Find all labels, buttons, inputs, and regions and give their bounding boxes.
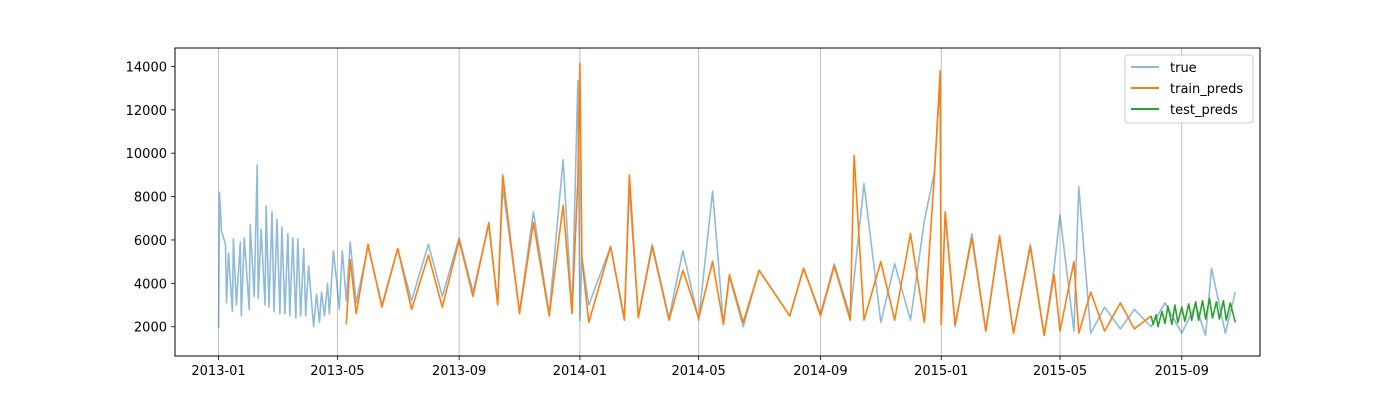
y-tick-label: 12000 (126, 104, 167, 119)
y-tick-label: 2000 (134, 321, 167, 336)
legend-label-train-preds: train_preds (1170, 82, 1243, 97)
y-tick-label: 6000 (134, 234, 167, 249)
y-tick-label: 10000 (126, 147, 167, 162)
x-axis: 2013-01 2013-05 2013-09 2014-01 2014-05 2014-… (191, 356, 1209, 379)
series-lines (217, 62, 1237, 337)
legend-box (1124, 54, 1254, 124)
x-tick-label: 2015-05 (1033, 364, 1087, 379)
x-tick-label: 2014-05 (672, 364, 726, 379)
plot-frame (174, 47, 1261, 357)
x-tick-label: 2013-09 (432, 364, 486, 379)
legend-label-test-preds: test_preds (1170, 103, 1238, 118)
y-tick-label: 4000 (134, 277, 167, 292)
series-line-test-preds (1150, 297, 1237, 328)
x-tick-label: 2015-01 (914, 364, 968, 379)
series-line-train-preds (345, 62, 1152, 337)
x-tick-label: 2013-05 (310, 364, 364, 379)
legend: true train_preds test_preds (1124, 54, 1254, 124)
x-tick-label: 2014-09 (793, 364, 847, 379)
y-tick-label: 8000 (134, 191, 167, 206)
x-tick-label: 2015-09 (1155, 364, 1209, 379)
y-tick-label: 14000 (126, 60, 167, 75)
legend-label-true: true (1170, 61, 1197, 76)
x-tick-label: 2013-01 (191, 364, 245, 379)
x-tick-label: 2014-01 (553, 364, 607, 379)
y-axis: 2000 4000 6000 8000 10000 12000 14000 (126, 60, 175, 336)
